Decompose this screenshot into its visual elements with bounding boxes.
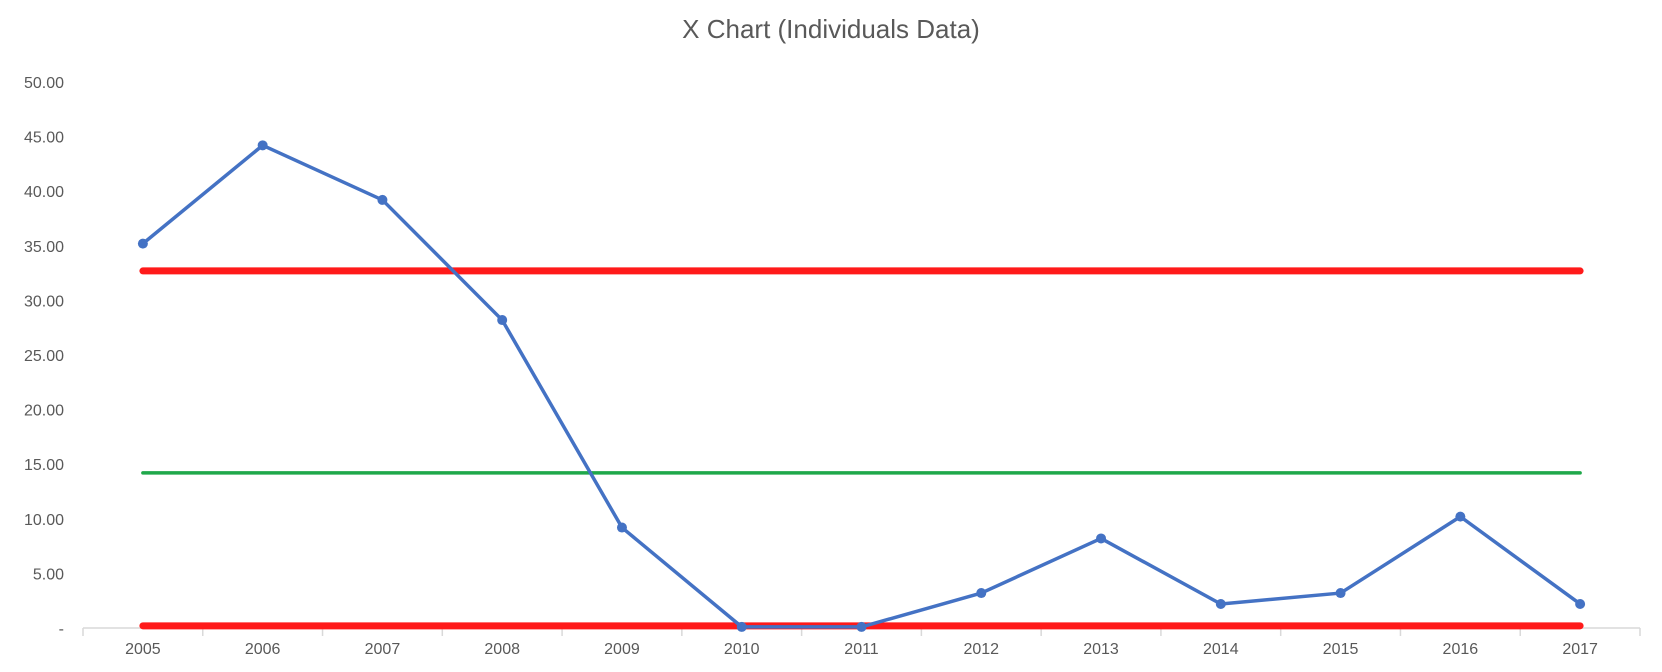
x-tick-label: 2017 <box>1562 641 1598 658</box>
x-tick-label: 2014 <box>1203 641 1239 658</box>
y-tick-label: 25.00 <box>24 348 64 365</box>
y-tick-label: 45.00 <box>24 130 64 147</box>
data-point <box>257 140 268 151</box>
x-tick-label: 2008 <box>484 641 520 658</box>
data-point <box>976 588 987 599</box>
data-point <box>1455 511 1466 522</box>
y-tick-label: 5.00 <box>33 566 64 583</box>
x-tick-label: 2016 <box>1443 641 1479 658</box>
data-point <box>616 522 627 533</box>
data-point <box>1575 598 1586 609</box>
data-point <box>1335 588 1346 599</box>
data-point <box>497 315 508 326</box>
y-tick-label: 30.00 <box>24 293 64 310</box>
x-tick-label: 2015 <box>1323 641 1359 658</box>
x-tick-label: 2013 <box>1083 641 1119 658</box>
y-tick-label: 10.00 <box>24 512 64 529</box>
x-tick-label: 2012 <box>963 641 999 658</box>
x-tick-label: 2010 <box>724 641 760 658</box>
y-tick-label: - <box>59 621 64 638</box>
data-point <box>377 194 388 205</box>
chart-title: X Chart (Individuals Data) <box>682 14 980 44</box>
data-point <box>736 621 747 632</box>
data-series <box>137 140 1586 632</box>
y-tick-label: 50.00 <box>24 75 64 92</box>
reference-lines <box>139 267 1584 630</box>
y-tick-label: 15.00 <box>24 457 64 474</box>
data-point <box>1096 533 1107 544</box>
data-point <box>856 621 867 632</box>
x-axis: 2005 2006 2007 2008 2009 2010 2011 2012 2013 2014… <box>82 627 1641 658</box>
y-tick-label: 35.00 <box>24 239 64 256</box>
y-tick-label: 40.00 <box>24 184 64 201</box>
y-tick-label: 20.00 <box>24 403 64 420</box>
x-tick-label: 2007 <box>365 641 401 658</box>
series-line <box>141 143 1582 629</box>
data-point <box>1215 598 1226 609</box>
x-tick-label: 2011 <box>844 641 879 658</box>
data-point <box>137 238 148 249</box>
x-tick-label: 2009 <box>604 641 640 658</box>
x-tick-label: 2005 <box>125 641 161 658</box>
x-tick-label: 2006 <box>245 641 281 658</box>
y-axis-tick-labels: - 5.00 10.00 15.00 20.00 25.00 30.00 35.00 40.00… <box>24 75 64 638</box>
